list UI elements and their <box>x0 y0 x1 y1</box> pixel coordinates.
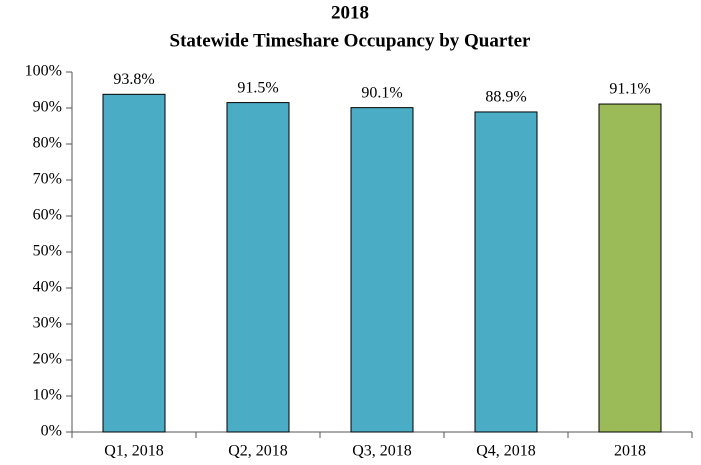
y-tick-label: 20% <box>33 351 62 368</box>
data-label: 91.1% <box>609 81 650 98</box>
bar <box>474 111 538 433</box>
y-tick-label: 10% <box>33 387 62 404</box>
y-tick-label: 100% <box>25 63 62 80</box>
x-tick-label: 2018 <box>614 443 646 460</box>
y-tick-label: 90% <box>33 99 62 116</box>
y-tick-label: 70% <box>33 171 62 188</box>
x-tick-label: Q4, 2018 <box>476 443 536 460</box>
x-tick-label: Q3, 2018 <box>352 443 412 460</box>
y-tick-label: 30% <box>33 315 62 332</box>
y-tick-label: 0% <box>41 423 62 440</box>
y-tick-label: 60% <box>33 207 62 224</box>
chart-subtitle: Statewide Timeshare Occupancy by Quarter <box>170 30 532 51</box>
y-tick-label: 80% <box>33 135 62 152</box>
data-label: 90.1% <box>361 84 402 101</box>
bar <box>598 103 662 433</box>
data-label: 88.9% <box>485 89 526 106</box>
y-tick-label: 40% <box>33 279 62 296</box>
chart-title: 2018 <box>331 2 369 23</box>
data-label: 91.5% <box>237 79 278 96</box>
bar <box>102 93 166 433</box>
bar <box>350 107 414 433</box>
y-tick-label: 50% <box>33 243 62 260</box>
x-tick-label: Q1, 2018 <box>104 443 164 460</box>
bar <box>226 102 290 433</box>
x-tick-label: Q2, 2018 <box>228 443 288 460</box>
data-label: 93.8% <box>113 71 154 88</box>
